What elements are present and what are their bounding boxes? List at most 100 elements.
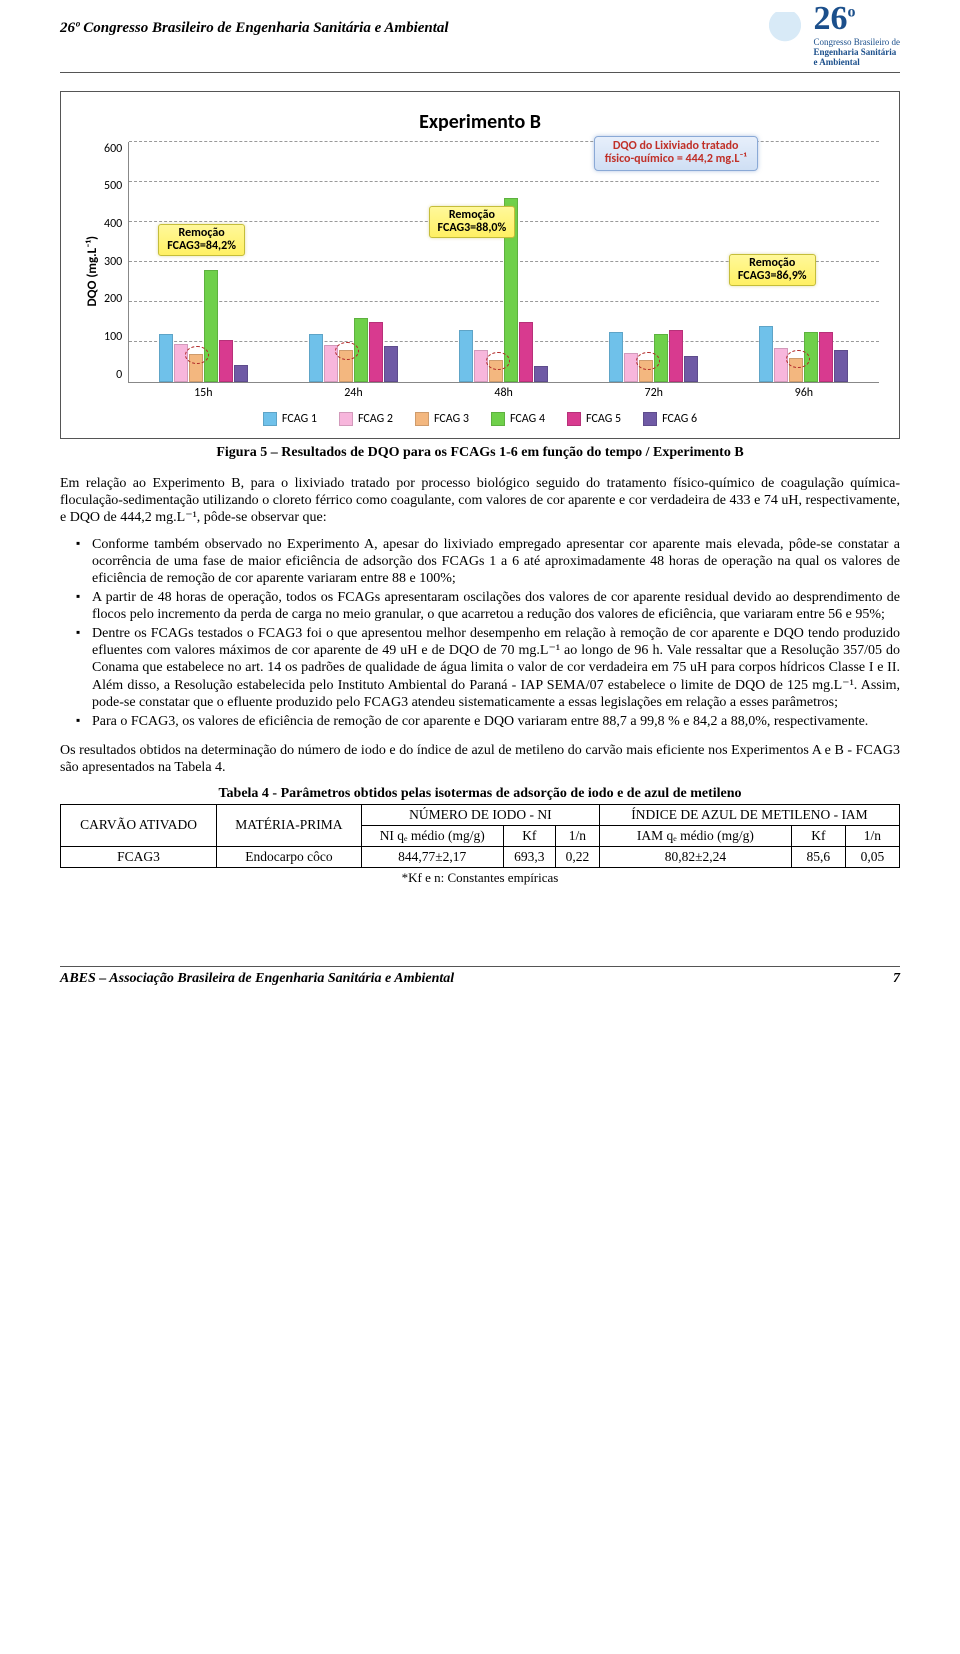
bar — [369, 322, 383, 382]
annotation-line: Remoção — [738, 257, 807, 270]
data-table: CARVÃO ATIVADO MATÉRIA-PRIMA NÚMERO DE I… — [60, 804, 900, 868]
bar — [819, 332, 833, 382]
legend-label: FCAG 1 — [282, 412, 317, 426]
footer-right: 7 — [893, 971, 900, 987]
logo-line3: e Ambiental — [814, 58, 900, 68]
th-ni-kf: Kf — [503, 825, 555, 846]
chart-header-annotation: DQO do Lixiviado tratadofísico-químico =… — [594, 136, 758, 172]
y-axis-label: DQO (mg.L⁻¹) — [81, 236, 104, 307]
legend-swatch — [643, 412, 657, 426]
header-logo: 26o Congresso Brasileiro de Engenharia S… — [760, 0, 900, 68]
bar — [519, 322, 533, 381]
y-tick: 400 — [104, 217, 122, 231]
bar — [624, 353, 638, 382]
bullet-item: Conforme também observado no Experimento… — [76, 536, 900, 587]
page-footer: ABES – Associação Brasileira de Engenhar… — [60, 966, 900, 987]
y-tick: 500 — [104, 179, 122, 193]
bar — [669, 330, 683, 382]
legend: FCAG 1 FCAG 2 FCAG 3 FCAG 4 FCAG 5 FCAG 6 — [81, 412, 879, 426]
bar — [684, 356, 698, 381]
chart-annotation: RemoçãoFCAG3=84,2% — [158, 224, 245, 256]
table-footnote: *Kf e n: Constantes empíricas — [60, 870, 900, 886]
logo-sup: o — [848, 4, 856, 21]
table-head-row-1: CARVÃO ATIVADO MATÉRIA-PRIMA NÚMERO DE I… — [61, 804, 900, 825]
annotation-line: DQO do Lixiviado tratado — [605, 140, 747, 154]
y-tick: 600 — [104, 142, 122, 156]
para-results: Os resultados obtidos na determinação do… — [60, 742, 900, 776]
td-0: FCAG3 — [61, 846, 217, 867]
bar — [834, 350, 848, 382]
legend-swatch — [263, 412, 277, 426]
y-tick: 200 — [104, 292, 122, 306]
table-caption: Tabela 4 - Parâmetros obtidos pelas isot… — [60, 786, 900, 802]
annotation-line: FCAG3=84,2% — [167, 240, 236, 253]
para-intro: Em relação ao Experimento B, para o lixi… — [60, 475, 900, 526]
bar — [159, 334, 173, 381]
legend-item: FCAG 4 — [491, 412, 545, 426]
td-4: 0,22 — [555, 846, 599, 867]
bar — [234, 365, 248, 382]
plot: 15h24h48h72h96h DQO do Lixiviado tratado… — [128, 142, 879, 402]
chart-area: DQO (mg.L⁻¹) 6005004003002001000 15h24h4… — [81, 142, 879, 402]
th-iodo: NÚMERO DE IODO - NI — [361, 804, 599, 825]
th-ni-qe: NI qₑ médio (mg/g) — [361, 825, 503, 846]
legend-item: FCAG 1 — [263, 412, 317, 426]
annotation-line: Remoção — [167, 227, 236, 240]
bar — [219, 340, 233, 382]
footer-left: ABES – Associação Brasileira de Engenhar… — [60, 971, 454, 987]
table-row: FCAG3 Endocarpo côco 844,77±2,17 693,3 0… — [61, 846, 900, 867]
bar — [474, 350, 488, 382]
bar — [459, 330, 473, 381]
legend-label: FCAG 3 — [434, 412, 469, 426]
chart-annotation: RemoçãoFCAG3=86,9% — [729, 254, 816, 286]
th-ni-1n: 1/n — [555, 825, 599, 846]
x-label: 72h — [645, 386, 663, 400]
bar — [174, 344, 188, 382]
td-2: 844,77±2,17 — [361, 846, 503, 867]
y-tick: 0 — [116, 368, 122, 382]
logo-number: 26o — [814, 0, 856, 37]
legend-item: FCAG 2 — [339, 412, 393, 426]
chart-annotation: RemoçãoFCAG3=88,0% — [429, 206, 516, 238]
td-3: 693,3 — [503, 846, 555, 867]
bar-group — [759, 326, 848, 382]
legend-item: FCAG 6 — [643, 412, 697, 426]
legend-label: FCAG 2 — [358, 412, 393, 426]
th-iam: ÍNDICE DE AZUL DE METILENO - IAM — [599, 804, 899, 825]
bar — [354, 318, 368, 382]
annotation-line: FCAG3=88,0% — [438, 222, 507, 235]
legend-label: FCAG 4 — [510, 412, 545, 426]
bar — [339, 350, 353, 381]
x-label: 15h — [194, 386, 212, 400]
legend-item: FCAG 3 — [415, 412, 469, 426]
bar-group — [159, 270, 248, 382]
legend-item: FCAG 5 — [567, 412, 621, 426]
bar-group — [309, 318, 398, 382]
annotation-line: Remoção — [438, 209, 507, 222]
chart-title: Experimento B — [81, 110, 879, 134]
y-tick: 100 — [104, 330, 122, 344]
bar — [324, 345, 338, 382]
legend-label: FCAG 5 — [586, 412, 621, 426]
bullet-list: Conforme também observado no Experimento… — [60, 536, 900, 730]
bar — [654, 334, 668, 382]
bar — [609, 332, 623, 382]
bullet-item: Dentre os FCAGs testados o FCAG3 foi o q… — [76, 625, 900, 710]
td-6: 85,6 — [791, 846, 845, 867]
bar — [204, 270, 218, 382]
td-5: 80,82±2,24 — [599, 846, 791, 867]
x-label: 96h — [795, 386, 813, 400]
legend-label: FCAG 6 — [662, 412, 697, 426]
annotation-line: FCAG3=86,9% — [738, 270, 807, 283]
bar — [804, 332, 818, 382]
th-materia: MATÉRIA-PRIMA — [217, 804, 362, 846]
chart-container: Experimento B DQO (mg.L⁻¹) 600 500 400 300 2… — [60, 91, 900, 439]
bar — [639, 360, 653, 381]
bullet-item: A partir de 48 horas de operação, todos … — [76, 589, 900, 623]
th-iam-kf: Kf — [791, 825, 845, 846]
legend-swatch — [415, 412, 429, 426]
page-header: 26º Congresso Brasileiro de Engenharia S… — [60, 0, 900, 73]
y-tick: 300 — [104, 255, 122, 269]
y-ticks: 600 500 400 300 200 100 0 — [104, 142, 128, 382]
th-carvao: CARVÃO ATIVADO — [61, 804, 217, 846]
